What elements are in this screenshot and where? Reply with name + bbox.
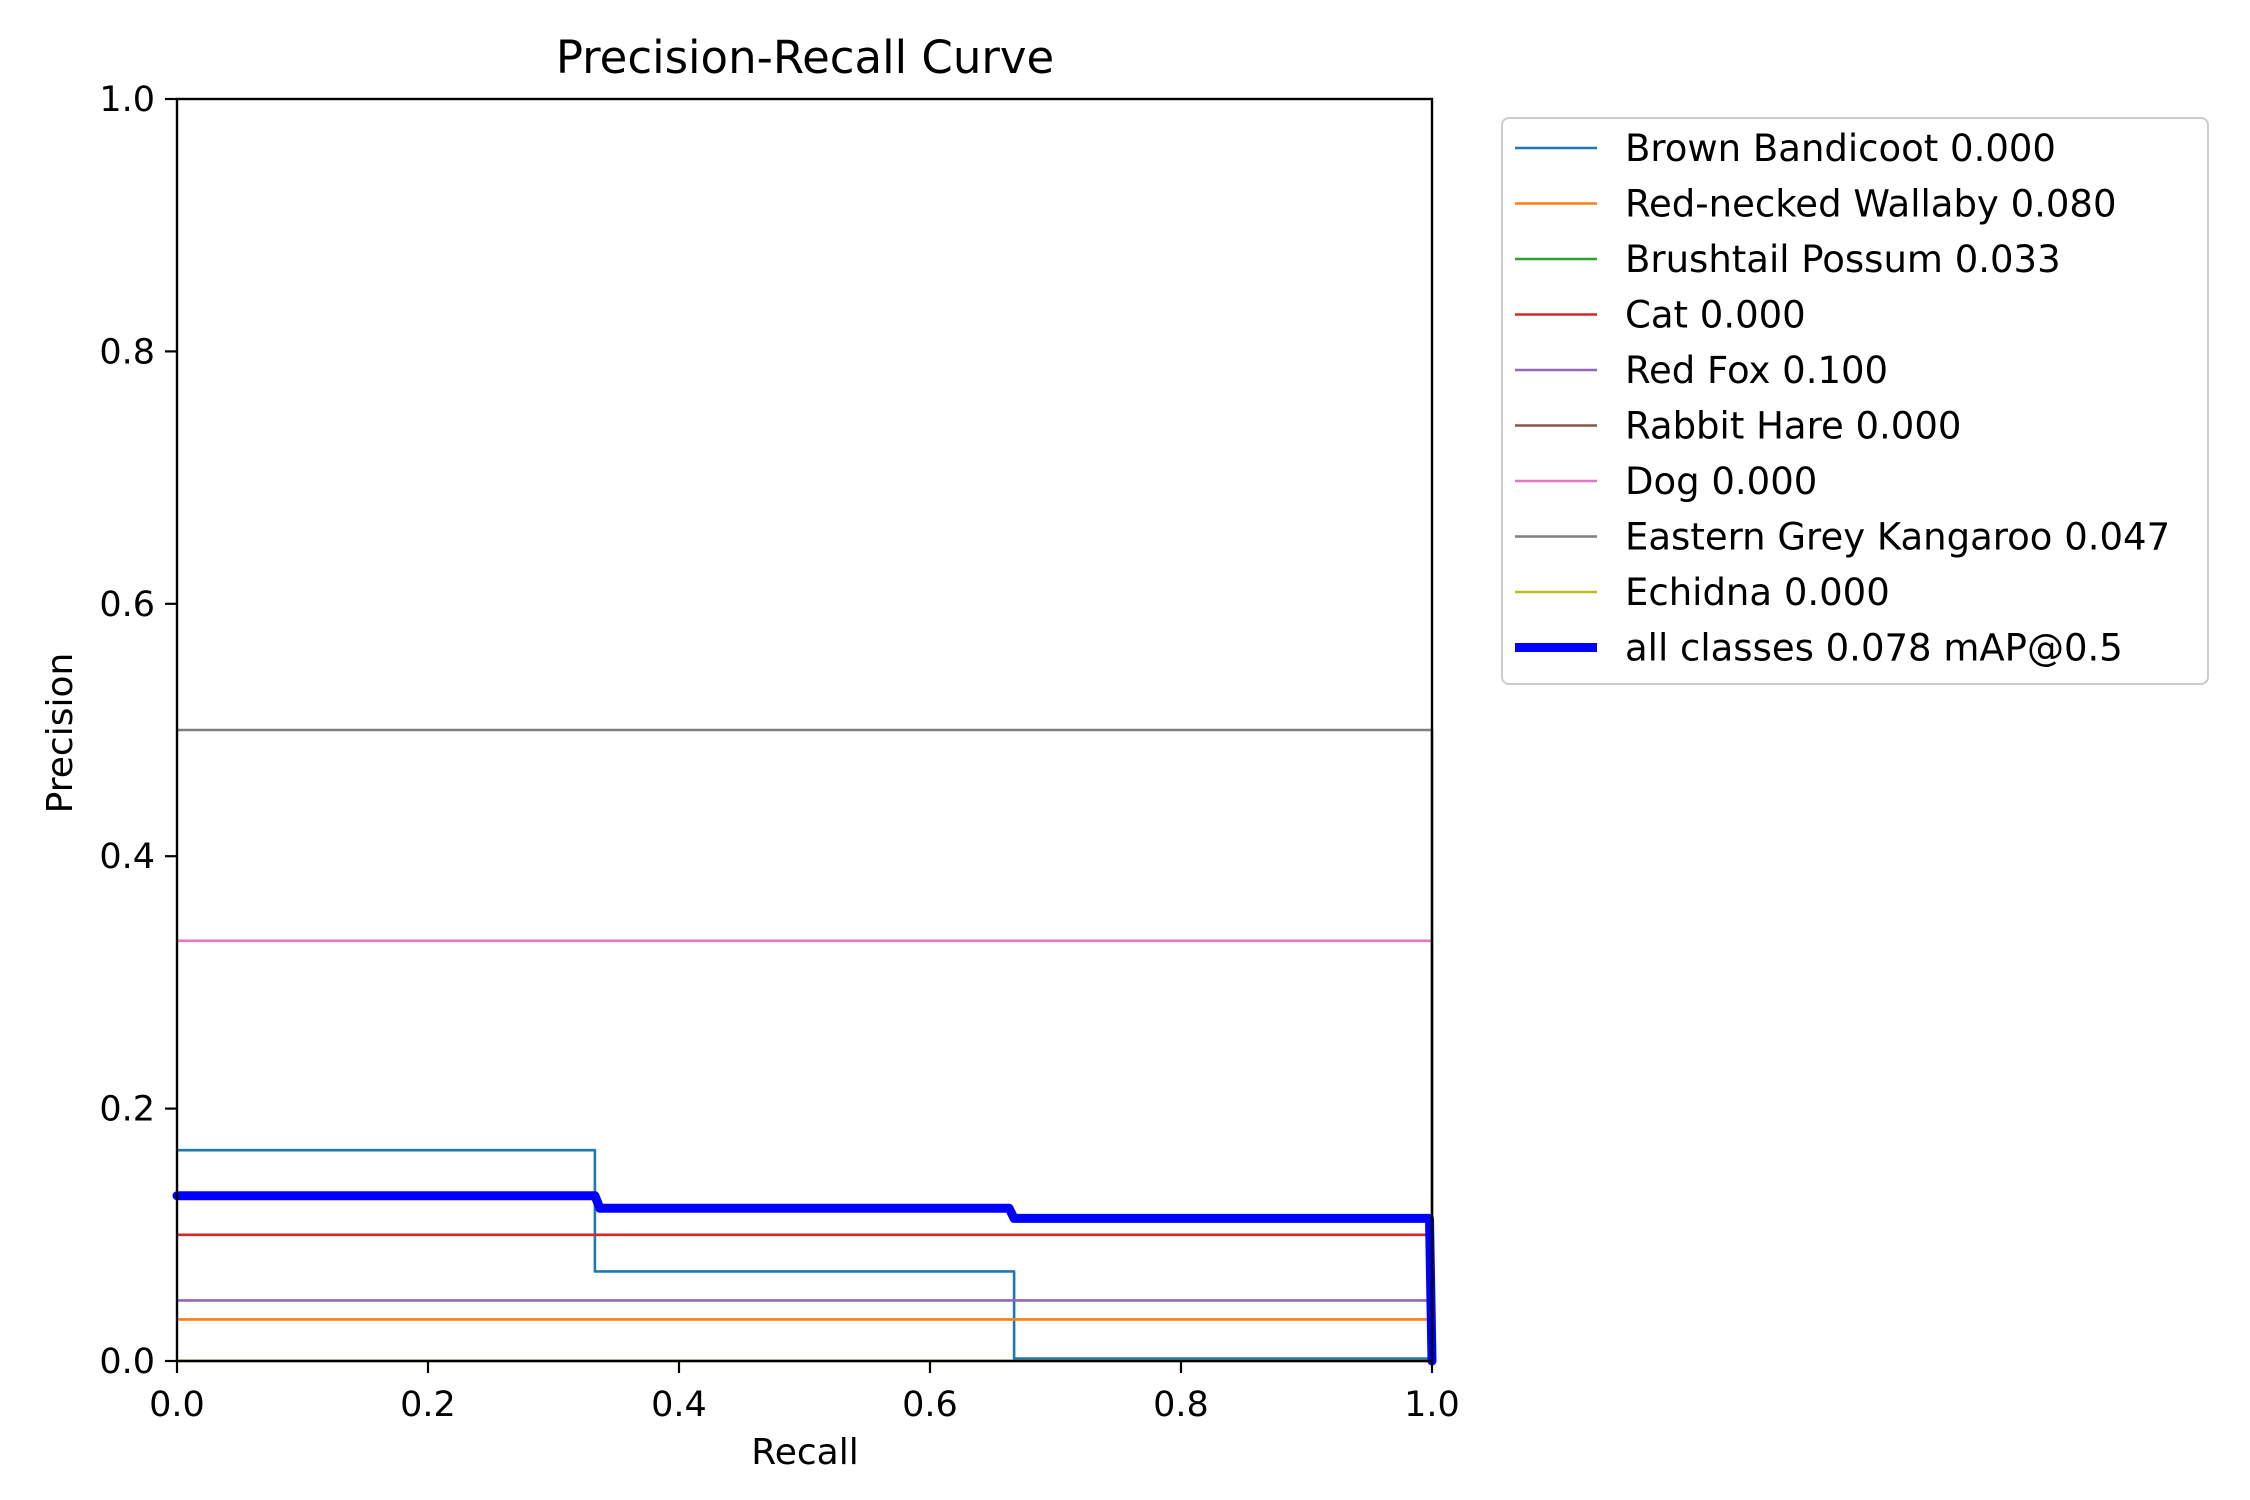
y-tick-label: 0.0 xyxy=(99,1342,155,1382)
x-tick-label: 0.4 xyxy=(651,1385,707,1425)
legend-entries: Brown Bandicoot 0.000 Red-necked Wallaby … xyxy=(1515,127,2170,670)
y-tick-label: 0.2 xyxy=(99,1090,155,1130)
legend-label-1: Red-necked Wallaby 0.080 xyxy=(1625,183,2117,226)
y-tick-label: 0.8 xyxy=(99,332,155,372)
legend-label-9: all classes 0.078 mAP@0.5 xyxy=(1625,627,2123,670)
x-tick-label: 0.0 xyxy=(149,1385,205,1425)
y-tick-label: 0.4 xyxy=(99,837,155,877)
legend-frame xyxy=(1501,117,2209,685)
y-axis-label: Precision xyxy=(40,653,81,814)
legend-label-0: Brown Bandicoot 0.000 xyxy=(1625,127,2056,170)
y-tick-label: 0.6 xyxy=(99,585,155,625)
x-axis-label: Recall xyxy=(751,1432,858,1473)
x-tick-label: 0.6 xyxy=(902,1385,958,1425)
series-line-9 xyxy=(172,1191,1437,1366)
legend-label-7: Eastern Grey Kangaroo 0.047 xyxy=(1625,516,2170,559)
x-tick-label: 1.0 xyxy=(1404,1385,1460,1425)
legend-label-8: Echidna 0.000 xyxy=(1625,571,1890,614)
legend: Brown Bandicoot 0.000 Red-necked Wallaby … xyxy=(1501,117,2209,685)
x-axis-ticks: 0.0 0.2 0.4 0.6 0.8 1.0 xyxy=(149,1361,1460,1425)
legend-label-2: Brushtail Possum 0.033 xyxy=(1625,238,2061,281)
legend-label-6: Dog 0.000 xyxy=(1625,460,1817,503)
plot-frame xyxy=(175,97,1434,1363)
x-tick-label: 0.8 xyxy=(1153,1385,1209,1425)
x-tick-label: 0.2 xyxy=(400,1385,456,1425)
legend-label-3: Cat 0.000 xyxy=(1625,294,1806,337)
legend-label-4: Red Fox 0.100 xyxy=(1625,349,1888,392)
legend-label-5: Rabbit Hare 0.000 xyxy=(1625,405,1961,448)
y-axis-ticks: 0.0 0.2 0.4 0.6 0.8 1.0 xyxy=(99,80,177,1382)
chart-title: Precision-Recall Curve xyxy=(556,31,1054,84)
y-tick-label: 1.0 xyxy=(99,80,155,120)
